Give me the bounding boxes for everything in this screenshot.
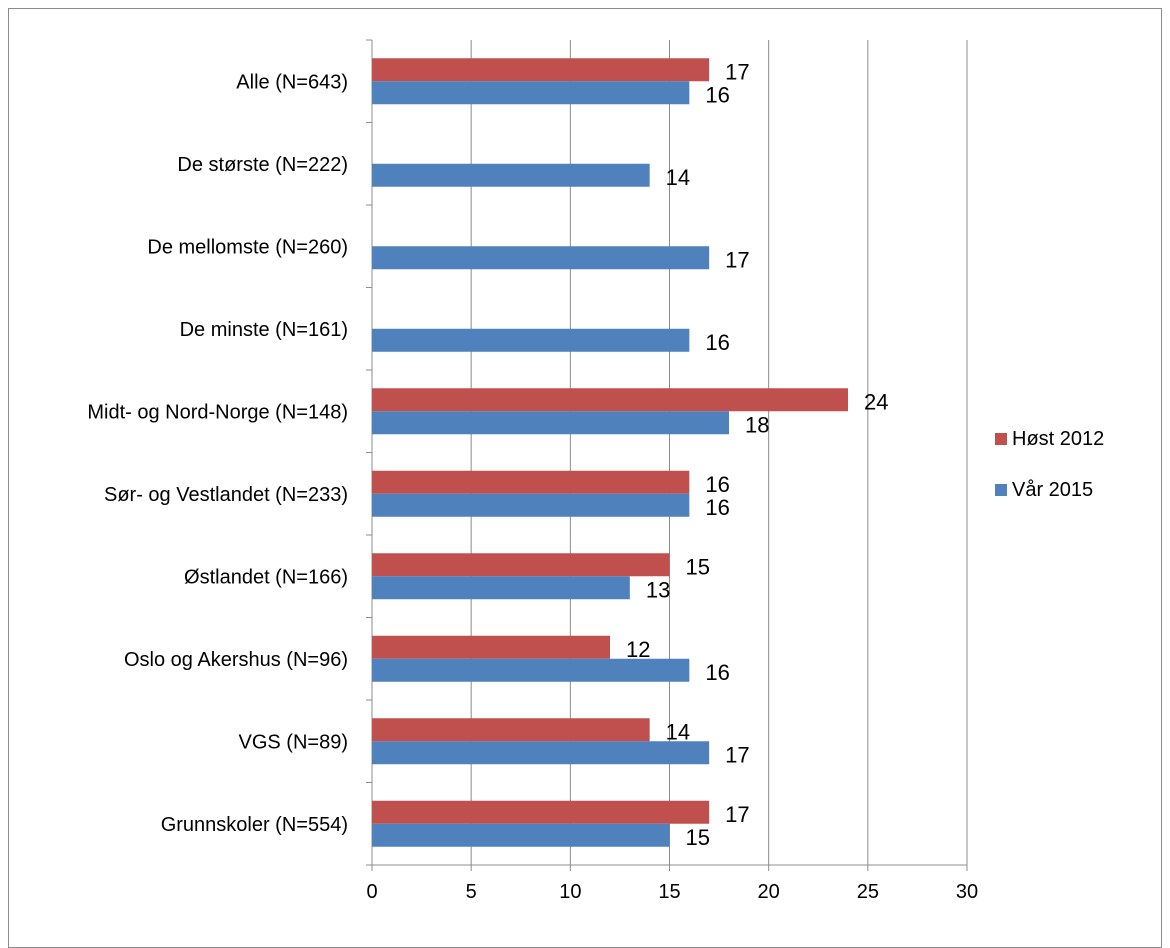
bar xyxy=(372,493,690,517)
category-label: Oslo og Akershus (N=96) xyxy=(124,649,348,671)
data-label: 16 xyxy=(705,660,729,685)
bar xyxy=(372,576,630,600)
bar xyxy=(372,658,690,682)
data-label: 16 xyxy=(705,330,729,355)
category-label: De minste (N=161) xyxy=(180,319,348,341)
bar xyxy=(372,328,690,352)
bar xyxy=(372,81,690,105)
x-tick-label: 15 xyxy=(658,881,680,903)
data-label: 24 xyxy=(864,389,888,414)
data-label: 12 xyxy=(626,637,650,662)
bar xyxy=(372,800,710,824)
category-labels: Alle (N=643) De største (N=222) De melloms… xyxy=(87,71,348,836)
bar xyxy=(372,718,650,742)
x-tick-label: 0 xyxy=(366,881,377,903)
x-tick-labels: 0 5 10 15 20 25 30 xyxy=(366,881,978,903)
data-label: 17 xyxy=(725,742,749,767)
x-tick-label: 5 xyxy=(466,881,477,903)
bar xyxy=(372,411,729,435)
x-tick-label: 30 xyxy=(956,881,978,903)
data-label: 15 xyxy=(686,825,710,850)
data-label: 16 xyxy=(705,82,729,107)
legend-label: Høst 2012 xyxy=(1012,428,1104,450)
data-label: 14 xyxy=(666,719,690,744)
category-label: Sør- og Vestlandet (N=233) xyxy=(104,484,348,506)
bars xyxy=(372,58,848,847)
data-label: 13 xyxy=(646,577,670,602)
bar xyxy=(372,635,610,659)
data-label: 16 xyxy=(705,495,729,520)
category-label: Alle (N=643) xyxy=(236,71,348,93)
bar xyxy=(372,553,670,577)
bar xyxy=(372,246,710,270)
category-label: Østlandet (N=166) xyxy=(184,566,348,588)
x-tick-label: 20 xyxy=(758,881,780,903)
legend-label: Vår 2015 xyxy=(1012,479,1093,501)
bar xyxy=(372,823,670,847)
category-label: De største (N=222) xyxy=(177,154,348,176)
data-label: 17 xyxy=(725,59,749,84)
data-label: 17 xyxy=(725,802,749,827)
category-label: De mellomste (N=260) xyxy=(147,236,348,258)
data-label: 18 xyxy=(745,412,769,437)
category-label: VGS (N=89) xyxy=(239,731,348,753)
x-tick-label: 10 xyxy=(559,881,581,903)
legend-swatch xyxy=(995,484,1007,496)
bar xyxy=(372,470,690,494)
bar xyxy=(372,741,710,765)
data-label: 14 xyxy=(666,165,690,190)
legend-swatch xyxy=(995,433,1007,445)
bar xyxy=(372,163,650,187)
data-label: 15 xyxy=(686,554,710,579)
data-label: 16 xyxy=(705,472,729,497)
legend: Høst 2012 Vår 2015 xyxy=(995,428,1104,501)
data-label: 17 xyxy=(725,247,749,272)
x-tick-label: 25 xyxy=(857,881,879,903)
category-label: Midt- og Nord-Norge (N=148) xyxy=(87,401,348,423)
category-label: Grunnskoler (N=554) xyxy=(161,814,348,836)
bar xyxy=(372,58,710,82)
bar xyxy=(372,388,848,412)
